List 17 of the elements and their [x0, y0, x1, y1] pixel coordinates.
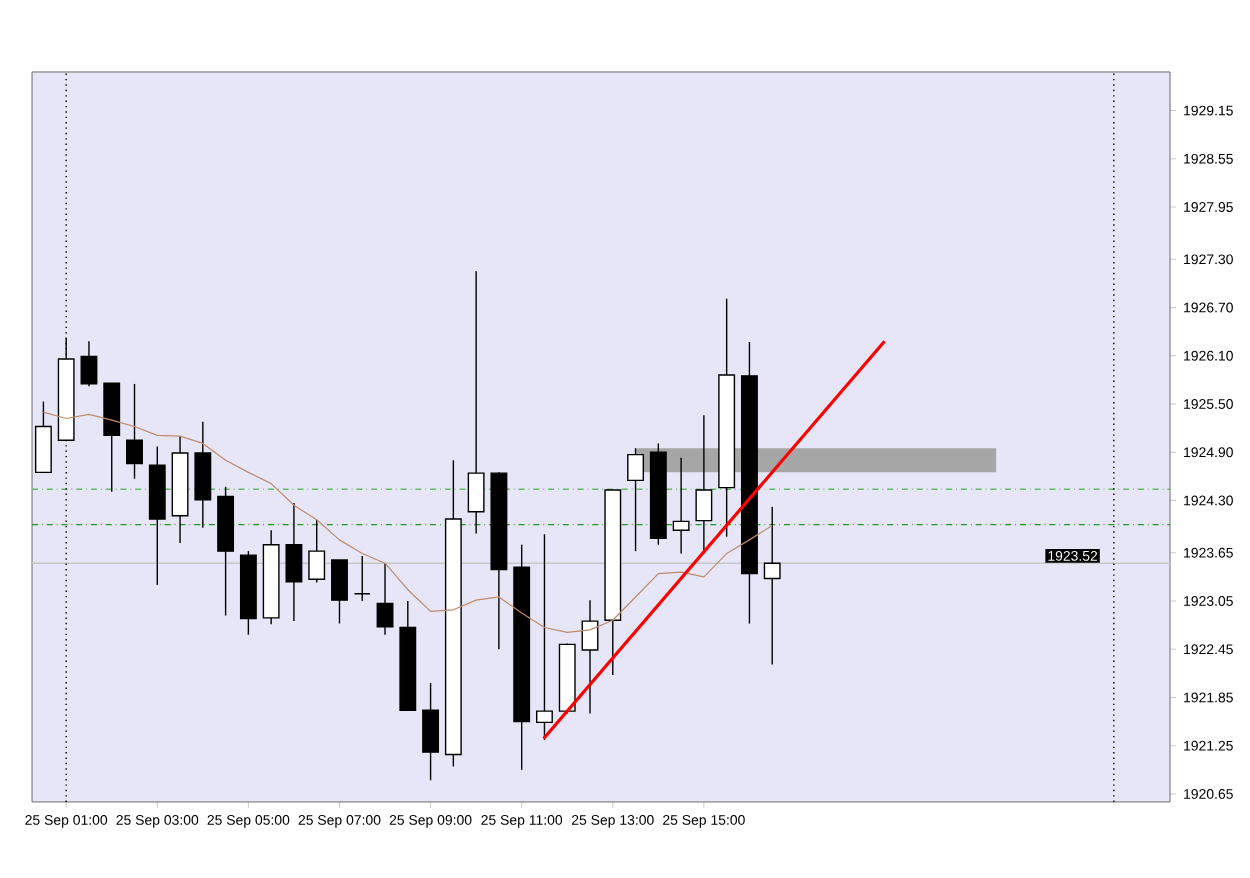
candlestick	[376, 562, 394, 636]
candlestick	[627, 447, 645, 552]
candlestick	[353, 555, 371, 602]
candlestick	[126, 383, 143, 480]
candlestick	[422, 682, 440, 781]
candlestick	[581, 599, 599, 715]
candlestick	[194, 421, 212, 529]
candlestick	[308, 519, 326, 584]
candlestick	[536, 533, 553, 741]
candlestick	[285, 502, 303, 622]
candlestick	[672, 457, 690, 555]
candlestick	[34, 400, 52, 474]
candlestick	[763, 506, 781, 666]
candlestick	[331, 559, 348, 625]
candlestick	[695, 414, 713, 555]
candlestick	[80, 340, 98, 388]
candlestick	[467, 270, 485, 535]
